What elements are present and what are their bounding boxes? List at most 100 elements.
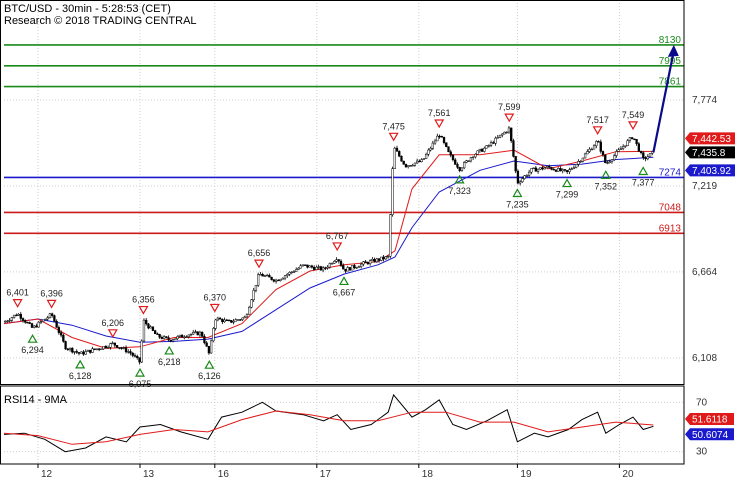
candle-body	[252, 290, 255, 301]
candle-body	[563, 169, 567, 171]
candle-body	[151, 326, 155, 331]
candle-body	[447, 146, 450, 153]
candle-body	[154, 330, 157, 335]
candle-body	[120, 347, 123, 349]
candle-body	[239, 319, 242, 321]
price-tag-label: 7,403.92	[692, 166, 731, 177]
candle-body	[100, 348, 103, 350]
candle-body	[212, 328, 215, 342]
candle-body	[315, 266, 318, 270]
rsi-tick-label: 70	[696, 397, 708, 408]
candle-body	[483, 147, 486, 152]
candle-body	[8, 320, 11, 322]
candle-body	[366, 261, 370, 265]
candle-body	[274, 279, 278, 282]
level-label: 7995	[659, 56, 682, 67]
peak-label: 7,475	[382, 121, 405, 131]
candle-body	[102, 346, 105, 350]
candle-body	[557, 168, 560, 172]
candle-body	[489, 142, 493, 146]
candle-body	[248, 307, 251, 315]
candle-body	[592, 145, 596, 150]
candle-body	[548, 166, 551, 168]
candle-body	[601, 151, 605, 156]
trough-label: 6,294	[21, 345, 44, 355]
rsi-tick-label: 30	[696, 447, 708, 458]
x-tick-label: 19	[520, 469, 532, 480]
candle-body	[411, 165, 414, 167]
candle-body	[608, 161, 611, 163]
candle-body	[333, 261, 336, 264]
candle-body	[543, 167, 546, 170]
candle-body	[80, 351, 83, 354]
candle-body	[234, 319, 237, 322]
candle-body	[409, 165, 412, 167]
candle-body	[590, 148, 593, 151]
rsi-value-tag	[685, 413, 734, 426]
candle-body	[198, 331, 202, 336]
candle-body	[95, 348, 99, 350]
candle-body	[89, 349, 92, 353]
trough-marker	[512, 188, 523, 198]
candle-body	[471, 156, 475, 158]
candle-body	[498, 134, 502, 138]
candle-body	[449, 151, 452, 156]
candle-body	[351, 265, 354, 271]
candle-body	[165, 336, 168, 338]
candle-body	[628, 137, 632, 141]
candle-body	[581, 157, 585, 162]
candle-body	[236, 319, 240, 321]
candle-body	[142, 319, 146, 342]
y-tick-label: 6,108	[692, 353, 717, 364]
candle-body	[140, 340, 143, 363]
trough-marker	[562, 178, 573, 188]
candle-body	[512, 140, 515, 157]
candle-body	[42, 319, 45, 322]
candle-body	[478, 148, 482, 152]
candle-body	[574, 164, 578, 168]
candle-body	[651, 151, 654, 154]
candle-body	[6, 320, 9, 323]
candle-body	[118, 347, 121, 349]
candle-body	[492, 142, 495, 144]
rsi-panel-frame	[0, 385, 685, 465]
trough-marker	[134, 367, 146, 377]
peak-marker	[332, 242, 343, 252]
candle-body	[568, 169, 571, 173]
candle-body	[26, 322, 29, 324]
candle-body	[149, 326, 152, 329]
trough-marker	[638, 166, 649, 176]
candle-body	[66, 348, 69, 350]
candle-body	[53, 315, 56, 322]
candle-body	[525, 175, 529, 177]
candle-body	[62, 334, 65, 342]
candle-body	[209, 340, 213, 354]
candle-body	[579, 161, 582, 163]
candle-body	[158, 334, 161, 338]
candle-body	[185, 336, 188, 338]
candle-body	[301, 264, 305, 267]
trough-marker	[454, 174, 465, 184]
candle-body	[147, 323, 150, 329]
candle-body	[624, 145, 627, 147]
candle-body	[277, 279, 280, 282]
candle-body	[286, 274, 289, 276]
peak-label: 6,206	[102, 318, 125, 328]
chart-subtitle: Research © 2018 TRADING CENTRAL	[4, 15, 197, 27]
candle-body	[469, 157, 473, 162]
candle-body	[98, 348, 101, 350]
rsi-value-tag-label: 50.6074	[692, 430, 729, 441]
candle-body	[37, 321, 40, 328]
y-tick-label: 7,774	[692, 95, 717, 106]
candle-body	[64, 341, 67, 350]
candle-body	[319, 266, 323, 271]
candle-body	[380, 256, 383, 261]
candle-body	[501, 133, 504, 136]
candle-body	[133, 355, 137, 357]
candle-body	[201, 331, 204, 337]
candle-body	[230, 320, 233, 323]
candle-body	[550, 167, 553, 170]
candle-body	[615, 151, 618, 156]
candle-body	[138, 357, 141, 363]
chart-title: BTC/USD - 30min - 5:28:53 (CET)	[4, 3, 171, 15]
